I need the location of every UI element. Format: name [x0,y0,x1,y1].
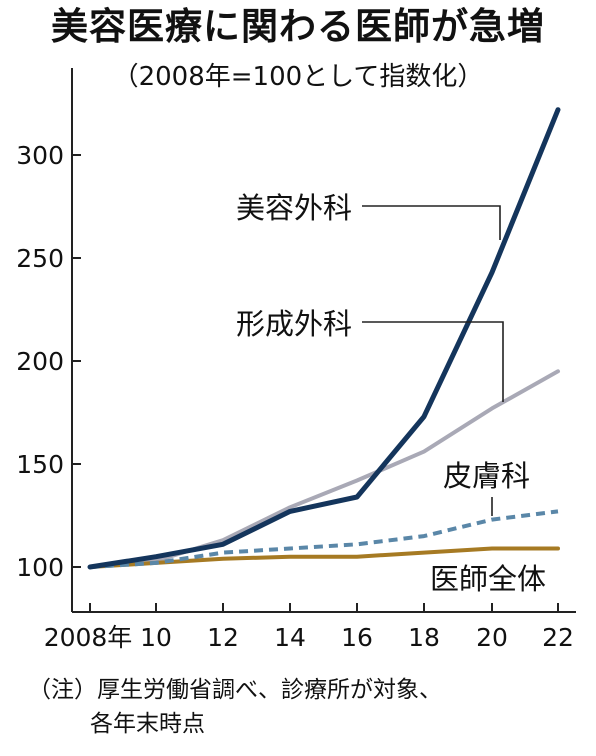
y-tick-label: 250 [16,244,64,273]
source-note: （注）厚生労働省調べ、診療所が対象、 [28,677,442,703]
y-tick-label: 100 [16,553,64,582]
series-line-3 [89,509,559,569]
x-tick-label: 20 [476,623,508,652]
series-label: 皮膚科 [443,459,530,493]
series-label: 美容外科 [236,191,352,225]
x-tick-label: 18 [408,623,440,652]
series-line-2 [88,369,560,569]
series-label: 医師全体 [430,562,546,596]
x-tick-label: 10 [140,623,172,652]
x-tick-label: 16 [341,623,373,652]
source-note-continued: 各年末時点 [90,711,205,737]
series-label: 形成外科 [236,307,352,341]
x-tick-label: 2008年 [44,623,133,652]
x-tick-label: 22 [542,623,574,652]
series-line-1 [87,107,561,570]
chart-title: 美容医療に関わる医師が急増 [51,5,545,48]
y-tick-label: 300 [16,141,64,170]
series-label-leader [362,321,504,402]
x-tick-label: 14 [274,623,306,652]
y-tick-label: 150 [16,450,64,479]
y-tick-label: 200 [16,347,64,376]
x-tick-label: 12 [207,623,239,652]
chart-subtitle: （2008年=100として指数化） [112,62,484,92]
series-label-leader [362,205,501,240]
